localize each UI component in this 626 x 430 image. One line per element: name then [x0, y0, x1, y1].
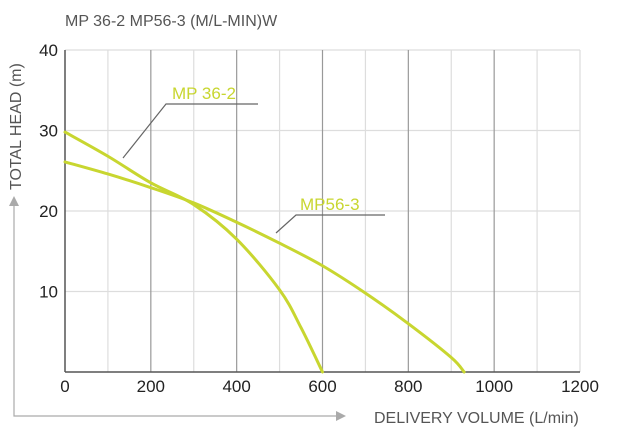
curve-label: MP 36-2: [172, 84, 236, 103]
x-tick-label: 0: [60, 377, 69, 396]
x-tick-label: 800: [394, 377, 422, 396]
curve-series-2: [63, 160, 466, 374]
y-tick-label: 40: [39, 41, 58, 60]
x-tick-label: 1000: [475, 377, 513, 396]
x-axis-title: DELIVERY VOLUME (L/min): [374, 410, 579, 427]
annotations: MP 36-2 MP56-3: [122, 84, 385, 234]
leader-line: [275, 214, 385, 234]
leader-line: [122, 103, 258, 159]
x-tick-label: 1200: [561, 377, 599, 396]
curve-series-1: [63, 130, 324, 374]
y-tick-label: 10: [39, 283, 58, 302]
up-arrow-icon: [9, 196, 19, 206]
axis-decor: DELIVERY VOLUME (L/min) TOTAL HEAD (m): [8, 63, 579, 427]
y-tick-label: 20: [39, 202, 58, 221]
curve-label: MP56-3: [300, 195, 360, 214]
y-axis-title: TOTAL HEAD (m): [8, 63, 25, 190]
x-tick-label: 600: [308, 377, 336, 396]
tick-labels: 0 200 400 600 800 1000 1200 10 20 30 40: [39, 41, 599, 396]
y-tick-label: 30: [39, 122, 58, 141]
curves: [63, 130, 466, 374]
chart-title: MP 36-2 MP56-3 (M/L-MIN)W: [65, 13, 278, 30]
x-tick-label: 200: [137, 377, 165, 396]
axis-arrow-line: [13, 205, 336, 417]
right-arrow-icon: [336, 411, 346, 421]
x-tick-label: 400: [222, 377, 250, 396]
